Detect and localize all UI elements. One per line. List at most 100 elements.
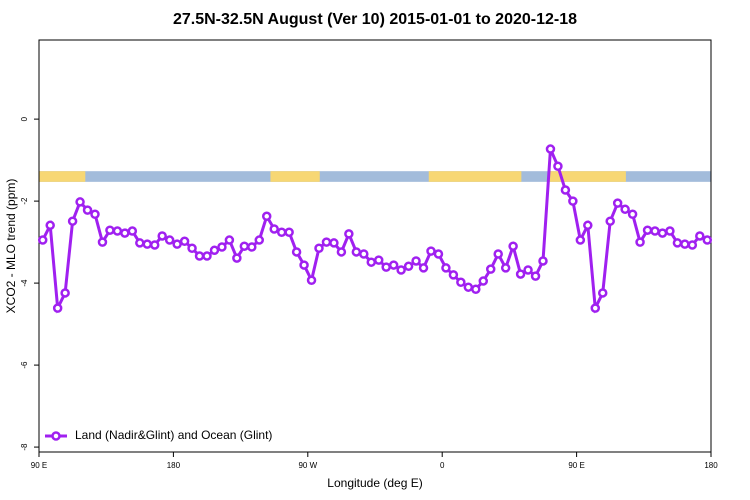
data-point <box>276 227 287 238</box>
data-point <box>433 249 444 259</box>
data-point <box>127 226 138 236</box>
data-point <box>418 263 429 273</box>
data-point <box>388 260 399 270</box>
y-tick-label: 0 <box>20 116 29 121</box>
data-point <box>597 288 608 298</box>
x-tick-label: 180 <box>167 461 181 470</box>
data-point <box>695 231 705 241</box>
data-point <box>463 282 474 292</box>
data-point <box>67 216 78 226</box>
data-point <box>657 228 668 238</box>
y-axis-label: XCO2 - MLO trend (ppm) <box>4 179 18 314</box>
y-tick-label: -2 <box>20 197 29 205</box>
legend-marker <box>51 431 61 441</box>
data-point <box>471 284 481 294</box>
ocean-band <box>39 171 711 182</box>
data-point <box>642 225 653 235</box>
data-point <box>441 263 451 273</box>
data-point <box>202 251 212 261</box>
data-point <box>149 240 160 250</box>
x-tick-label: 90 E <box>568 461 584 470</box>
data-point <box>545 144 556 154</box>
data-point <box>590 303 601 313</box>
y-tick-label: -4 <box>20 279 29 287</box>
legend-label: Land (Nadir&Glint) and Ocean (Glint) <box>75 428 272 442</box>
data-point <box>157 231 167 241</box>
data-point <box>493 249 503 259</box>
data-point <box>82 205 93 215</box>
data-point <box>515 269 526 279</box>
data-point <box>478 276 489 286</box>
x-tick-label: 90 W <box>298 461 317 470</box>
data-point <box>538 256 548 266</box>
data-point <box>672 238 683 248</box>
data-point <box>456 277 466 288</box>
data-point <box>142 239 153 249</box>
data-point <box>112 226 123 236</box>
data-point <box>373 255 384 265</box>
data-point <box>284 227 294 238</box>
data-point <box>329 238 339 248</box>
data-point <box>135 238 145 248</box>
data-point <box>575 235 586 245</box>
data-point <box>702 235 713 245</box>
y-tick-label: -8 <box>20 443 29 451</box>
data-point <box>500 263 511 273</box>
data-point <box>485 264 496 274</box>
data-point <box>403 261 414 272</box>
data-point <box>37 235 48 245</box>
x-tick-label: 90 E <box>31 461 47 470</box>
data-point <box>194 251 205 261</box>
plot-frame <box>38 39 712 453</box>
data-point <box>530 271 541 281</box>
data-point <box>97 237 108 247</box>
data-point <box>583 220 593 231</box>
land-segment <box>548 171 626 182</box>
data-point <box>179 236 190 247</box>
data-point <box>269 224 279 234</box>
data-point <box>172 239 182 249</box>
data-point <box>261 211 272 222</box>
data-point <box>90 209 100 219</box>
data-point <box>680 239 690 249</box>
data-point <box>224 235 235 245</box>
data-point <box>164 235 175 245</box>
data-point <box>620 204 630 215</box>
data-point <box>45 220 55 231</box>
data-point <box>351 247 362 257</box>
data-point <box>344 229 354 239</box>
data-point <box>687 240 698 250</box>
data-point <box>396 265 406 275</box>
data-point <box>426 246 436 256</box>
data-point <box>291 247 302 257</box>
land-segment <box>428 171 522 182</box>
data-point <box>120 228 130 238</box>
x-axis-label: Longitude (deg E) <box>327 476 422 490</box>
data-point <box>650 226 660 236</box>
data-point <box>209 245 220 256</box>
data-point <box>314 243 324 254</box>
data-point <box>60 288 70 298</box>
land-segment <box>270 171 320 182</box>
data-point <box>232 253 242 263</box>
data-point <box>381 262 391 272</box>
data-point <box>627 209 638 219</box>
data-point <box>665 226 675 236</box>
data-point <box>247 242 257 252</box>
chart-title: 27.5N-32.5N August (Ver 10) 2015-01-01 t… <box>173 11 577 28</box>
data-point <box>336 247 347 257</box>
data-point <box>187 243 197 254</box>
data-point <box>52 303 63 313</box>
data-point <box>560 185 571 195</box>
data-point <box>448 270 459 280</box>
data-point <box>239 241 250 251</box>
data-point <box>254 235 265 245</box>
data-point <box>523 265 533 275</box>
data-point <box>75 197 85 207</box>
data-point <box>359 249 369 259</box>
data-point <box>568 196 578 206</box>
data-point <box>635 237 645 247</box>
data-point <box>508 241 518 251</box>
data-point <box>612 198 623 208</box>
